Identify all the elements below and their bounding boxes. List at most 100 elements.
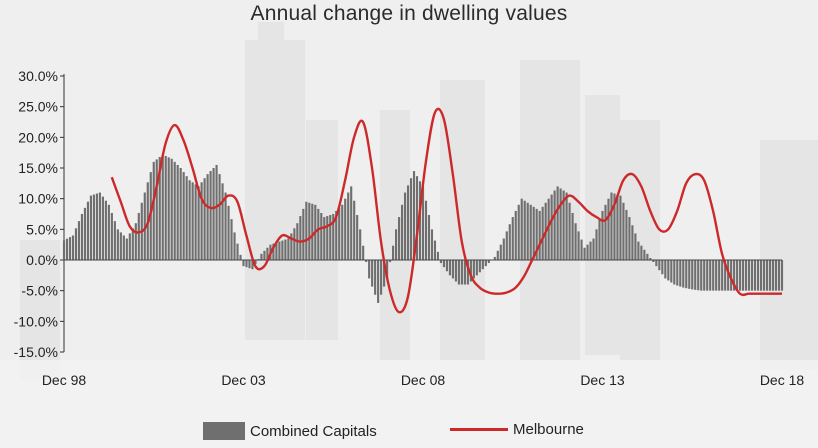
bar bbox=[580, 239, 583, 260]
bar bbox=[326, 216, 329, 260]
y-tick-label: 10.0% bbox=[18, 191, 58, 207]
bar bbox=[436, 251, 440, 260]
bar bbox=[682, 260, 685, 288]
bar bbox=[508, 224, 511, 260]
legend-swatch-bars bbox=[203, 422, 245, 440]
bar bbox=[380, 260, 383, 295]
y-tick-label: -15.0% bbox=[14, 344, 58, 360]
bar bbox=[164, 155, 167, 260]
bar bbox=[281, 240, 284, 260]
bar bbox=[421, 186, 425, 260]
bar bbox=[556, 186, 559, 260]
bar bbox=[107, 204, 110, 260]
bar bbox=[502, 238, 505, 260]
bar bbox=[583, 247, 586, 260]
bar bbox=[739, 260, 742, 291]
bar bbox=[499, 244, 502, 260]
bar bbox=[622, 202, 625, 260]
bar bbox=[344, 198, 347, 260]
bar bbox=[523, 200, 526, 260]
bar bbox=[547, 198, 550, 260]
bar bbox=[356, 215, 359, 260]
y-tick-label: 30.0% bbox=[18, 68, 58, 84]
bar bbox=[577, 231, 580, 260]
bar bbox=[218, 174, 221, 260]
bar bbox=[759, 260, 763, 291]
bar bbox=[185, 176, 188, 260]
bar bbox=[466, 260, 469, 285]
line-series-melbourne bbox=[110, 107, 782, 314]
bar bbox=[457, 260, 460, 285]
bar bbox=[751, 260, 754, 291]
bar bbox=[691, 260, 694, 290]
bar bbox=[771, 260, 775, 291]
bar bbox=[254, 260, 257, 265]
bar bbox=[224, 192, 227, 260]
bar bbox=[400, 204, 404, 260]
bar bbox=[649, 257, 652, 260]
bar bbox=[616, 194, 619, 260]
bar bbox=[131, 228, 134, 260]
bar bbox=[484, 260, 487, 267]
bar bbox=[541, 206, 544, 260]
bar bbox=[634, 233, 637, 260]
bar bbox=[305, 201, 308, 260]
y-axis: 30.0% 25.0% 20.0% 15.0% 10.0% 5.0% 0.0% -5.0% -1… bbox=[14, 68, 65, 360]
bar bbox=[592, 238, 595, 260]
bar bbox=[272, 243, 275, 260]
bar bbox=[308, 202, 311, 260]
bar bbox=[83, 207, 87, 260]
bar bbox=[730, 260, 733, 291]
bar bbox=[341, 204, 344, 260]
bar bbox=[353, 200, 356, 260]
bar bbox=[101, 196, 104, 260]
bar bbox=[511, 217, 514, 260]
x-tick-label: Dec 18 bbox=[760, 372, 805, 388]
bar bbox=[86, 201, 90, 260]
bar bbox=[92, 194, 95, 260]
bar bbox=[125, 238, 128, 260]
bar bbox=[745, 260, 748, 291]
bar bbox=[179, 168, 182, 260]
bar bbox=[374, 260, 377, 295]
bar bbox=[209, 171, 212, 260]
bar bbox=[637, 241, 640, 260]
bar bbox=[397, 217, 401, 260]
bar bbox=[673, 260, 676, 285]
bar bbox=[655, 260, 658, 267]
bar bbox=[538, 210, 541, 260]
bar bbox=[418, 181, 422, 260]
bar bbox=[215, 164, 218, 260]
bar bbox=[529, 204, 532, 260]
bar bbox=[110, 212, 113, 260]
bar bbox=[143, 192, 146, 260]
bar bbox=[74, 228, 78, 260]
legend-label-melbourne: Melbourne bbox=[513, 420, 584, 438]
bar bbox=[227, 205, 230, 260]
x-tick-label: Dec 08 bbox=[401, 372, 446, 388]
bar bbox=[442, 260, 446, 268]
bar bbox=[311, 203, 314, 260]
bar bbox=[780, 260, 784, 291]
bar bbox=[535, 208, 538, 260]
y-tick-label: 15.0% bbox=[18, 160, 58, 176]
bar bbox=[652, 260, 655, 263]
bar bbox=[568, 202, 571, 260]
bar bbox=[613, 193, 616, 260]
bar bbox=[595, 229, 598, 260]
bar bbox=[439, 260, 443, 264]
bar bbox=[77, 221, 81, 260]
bar bbox=[559, 188, 562, 260]
bar bbox=[257, 258, 260, 260]
bar bbox=[338, 207, 341, 260]
melbourne-line bbox=[110, 107, 782, 314]
legend-swatch-line bbox=[450, 427, 508, 431]
bar bbox=[409, 178, 413, 260]
bar bbox=[290, 233, 293, 260]
bar bbox=[481, 260, 484, 270]
bar bbox=[679, 260, 682, 287]
bar bbox=[562, 190, 565, 260]
bar bbox=[302, 208, 305, 260]
bar bbox=[170, 158, 173, 260]
bar bbox=[332, 214, 335, 260]
